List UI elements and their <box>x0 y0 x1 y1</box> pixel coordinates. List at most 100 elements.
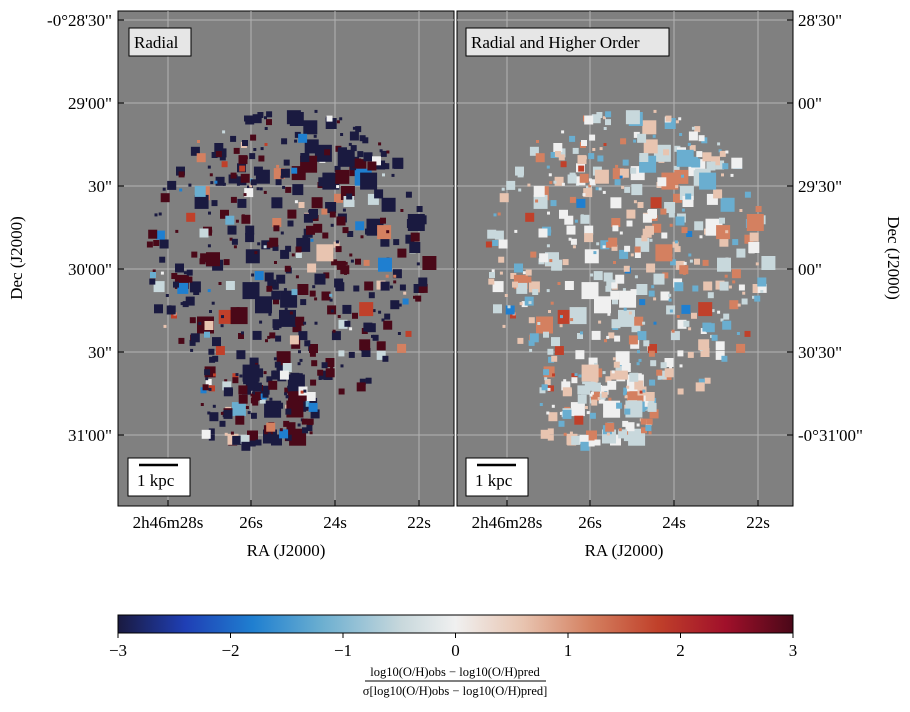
pixel-right <box>648 350 655 357</box>
pixel-right <box>563 432 567 436</box>
colorbar-gradient <box>117 614 794 634</box>
pixel-right <box>669 223 673 227</box>
pixel-left <box>291 167 298 174</box>
pixel-right <box>674 282 684 292</box>
pixel-left <box>273 357 277 361</box>
pixel-right <box>552 373 555 377</box>
pixel-right <box>738 284 745 291</box>
pixel-right <box>657 177 667 187</box>
pixel-right <box>633 139 637 143</box>
pixel-left <box>405 330 412 337</box>
pixel-left <box>212 404 216 408</box>
pixel-left <box>223 259 230 266</box>
pixel-left <box>212 337 221 347</box>
pixel-right <box>591 114 601 124</box>
pixel-left <box>381 197 396 212</box>
colorbar-label-denominator: σ[log10(O/H)obs − log10(O/H)pred] <box>363 684 548 698</box>
pixel-right <box>706 193 718 205</box>
pixel-left <box>221 161 228 168</box>
pixel-left <box>271 202 275 206</box>
pixel-right <box>499 271 503 275</box>
pixel-right <box>628 311 632 315</box>
pixel-right <box>621 363 631 372</box>
pixel-right <box>761 256 776 270</box>
pixel-left <box>274 261 277 264</box>
pixel-right <box>608 237 618 247</box>
x-tick-label-right: 24s <box>662 513 686 532</box>
pixel-right <box>749 232 759 242</box>
pixel-left <box>154 213 158 217</box>
colorbar-tick-label: 3 <box>789 641 798 660</box>
colorbar-tick-label: −2 <box>221 641 239 660</box>
pixel-right <box>704 377 711 384</box>
pixel-left <box>250 393 254 397</box>
pixel-left <box>180 302 184 306</box>
pixel-right <box>645 425 652 431</box>
pixel-right <box>525 269 532 276</box>
pixel-left <box>222 130 226 134</box>
pixel-right <box>620 138 627 145</box>
pixel-left <box>331 259 338 266</box>
pixel-right <box>611 218 621 227</box>
pixel-right <box>566 225 576 235</box>
pixel-right <box>642 321 646 325</box>
pixel-left <box>380 281 390 291</box>
pixel-right <box>591 391 600 401</box>
pixel-left <box>335 246 342 253</box>
pixel-left <box>422 256 437 270</box>
pixel-right <box>643 139 658 154</box>
pixel-right <box>572 245 576 249</box>
pixel-left <box>220 209 229 219</box>
pixel-right <box>755 262 759 266</box>
panel-label-right: Radial and Higher Order <box>471 33 640 52</box>
pixel-left <box>201 429 211 439</box>
pixel-right <box>624 245 631 252</box>
pixel-left <box>215 151 222 157</box>
pixel-left <box>340 133 344 136</box>
pixel-left <box>280 168 290 178</box>
pixel-left <box>212 355 219 362</box>
pixel-right <box>581 364 599 382</box>
pixel-right <box>634 275 638 279</box>
pixel-right <box>619 168 629 178</box>
pixel-left <box>309 290 316 297</box>
pixel-left <box>292 323 302 333</box>
pixel-left <box>230 431 234 435</box>
pixel-left <box>283 159 290 166</box>
pixel-right <box>578 374 582 378</box>
pixel-right <box>647 402 657 412</box>
pixel-left <box>318 177 328 187</box>
pixel-right <box>603 143 607 146</box>
pixel-right <box>492 281 504 293</box>
ylabel-right: Dec (J2000) <box>884 216 903 300</box>
pixel-left <box>377 225 392 240</box>
pixel-left <box>211 301 215 305</box>
pixel-right <box>606 279 616 289</box>
pixel-right <box>547 428 554 435</box>
pixel-left <box>247 430 258 442</box>
pixel-right <box>649 409 659 419</box>
pixel-right <box>512 281 518 288</box>
pixel-right <box>572 147 579 154</box>
pixel-right <box>630 167 637 174</box>
pixel-right <box>652 223 662 233</box>
pixel-right <box>577 333 583 339</box>
pixel-right <box>732 239 739 246</box>
pixel-left <box>413 295 416 299</box>
pixel-right <box>599 147 603 151</box>
pixel-right <box>543 321 553 330</box>
pixel-right <box>557 282 561 285</box>
pixel-right <box>688 131 698 141</box>
pixel-right <box>651 285 655 289</box>
pixel-left <box>252 382 262 392</box>
pixel-right <box>547 211 550 215</box>
pixel-left <box>242 140 248 146</box>
pixel-right <box>676 315 680 318</box>
pixel-left <box>219 420 226 427</box>
pixel-right <box>548 173 552 177</box>
pixel-left <box>405 234 415 244</box>
pixel-right <box>561 130 565 134</box>
pixel-right <box>570 402 585 417</box>
pixel-right <box>610 370 620 380</box>
pixel-left <box>298 133 308 143</box>
